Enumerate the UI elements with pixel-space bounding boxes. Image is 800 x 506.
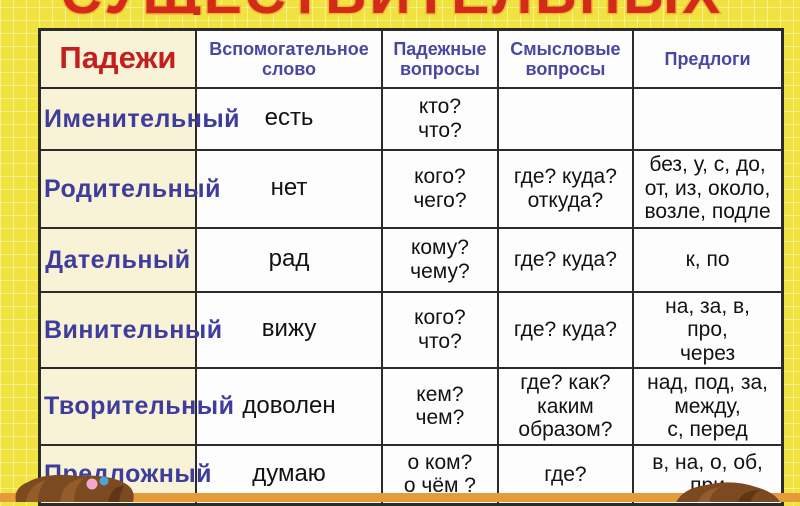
header-helper-word: Вспомогательное слово [194, 28, 384, 89]
table-row-nominative: Именительный есть кто? что? [38, 86, 784, 151]
table-row-genitive: Родительный нет кого? чего? где? куда? о… [38, 148, 784, 229]
case-name: Дательный [38, 226, 197, 293]
case-name: Творительный [38, 367, 234, 446]
hair-tuft-illustration [676, 482, 780, 502]
case-questions: кому? чему? [381, 226, 499, 293]
case-name: Родительный [38, 148, 220, 229]
prepositions: без, у, с, до, от, из, около, возле, под… [632, 148, 784, 229]
prepositions [632, 86, 784, 151]
semantic-questions [496, 86, 635, 151]
table-row-instrumental: Творительный доволен кем? чем? где? как?… [38, 367, 784, 446]
semantic-questions: где? куда? [496, 290, 635, 370]
table-row-dative: Дательный рад кому? чему? где? куда? к, … [38, 226, 784, 293]
prepositions: на, за, в, про, через [632, 290, 784, 370]
semantic-questions: где? как? каким образом? [496, 367, 635, 446]
case-questions: кем? чем? [381, 367, 499, 446]
table-header-row: Падежи Вспомогательное слово Падежные во… [38, 28, 784, 89]
poster-title-cropped: СУЩЕСТВИТЕЛЬНЫХ [42, 0, 742, 15]
cases-table: Падежи Вспомогательное слово Падежные во… [38, 28, 784, 506]
semantic-questions: где? куда? [496, 226, 635, 293]
helper-word: нет [194, 148, 384, 229]
case-questions: кто? что? [381, 86, 499, 151]
case-questions: кого? чего? [381, 148, 499, 229]
semantic-questions: где? куда? откуда? [496, 148, 635, 229]
header-cases: Падежи [38, 28, 197, 89]
table-row-accusative: Винительный вижу кого? что? где? куда? н… [38, 290, 784, 370]
case-name: Именительный [38, 86, 240, 151]
prepositions: над, под, за, между, с, перед [632, 367, 784, 446]
case-questions: кого? что? [381, 290, 499, 370]
helper-word: доволен [194, 367, 384, 446]
helper-word: рад [194, 226, 384, 293]
poster-title-text: СУЩЕСТВИТЕЛЬНЫХ [59, 0, 723, 15]
helper-word: вижу [194, 290, 384, 370]
prepositions: к, по [632, 226, 784, 293]
helper-word: есть [194, 86, 384, 151]
header-prepositions: Предлоги [632, 28, 784, 89]
girl-head-illustration [15, 474, 134, 502]
header-semantic-questions: Смысловые вопросы [496, 28, 635, 89]
bottom-orange-strip [0, 493, 800, 502]
case-name: Винительный [38, 290, 222, 370]
header-case-questions: Падежные вопросы [381, 28, 499, 89]
